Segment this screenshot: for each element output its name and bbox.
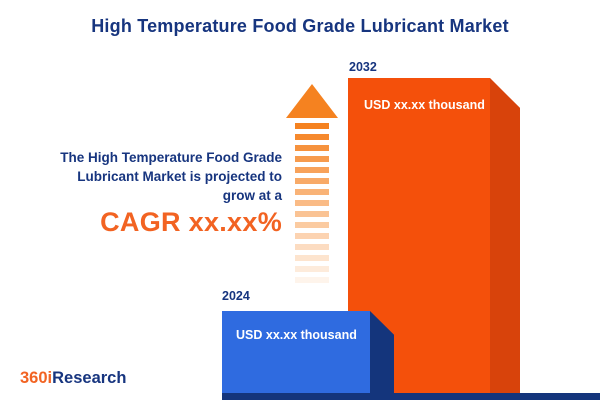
arrow-stripe xyxy=(295,255,329,261)
arrow-stripe xyxy=(295,277,329,283)
arrow-stripe xyxy=(295,244,329,250)
description-line: Lubricant Market is projected to xyxy=(77,169,282,184)
arrow-stripe xyxy=(295,211,329,217)
arrow-stripe xyxy=(295,134,329,140)
growth-arrow-shaft xyxy=(295,123,329,288)
bar-2032-value-label: USD xx.xx thousand xyxy=(364,98,485,112)
bar-2032-year-label: 2032 xyxy=(349,60,377,74)
description-line: grow at a xyxy=(222,188,282,203)
logo-prefix: 360i xyxy=(20,369,53,387)
arrow-stripe xyxy=(295,167,329,173)
logo-suffix: Research xyxy=(52,369,127,387)
company-logo: 360iResearch xyxy=(20,369,126,388)
arrow-stripe xyxy=(295,222,329,228)
arrow-stripe xyxy=(295,200,329,206)
arrow-stripe xyxy=(295,233,329,239)
baseline-strip xyxy=(222,393,600,400)
arrow-stripe xyxy=(295,178,329,184)
arrow-stripe xyxy=(295,156,329,162)
description-block: The High Temperature Food Grade Lubrican… xyxy=(10,148,282,237)
arrow-stripe xyxy=(295,189,329,195)
description-line: The High Temperature Food Grade xyxy=(60,150,282,165)
bar-2024: USD xx.xx thousand xyxy=(222,311,370,393)
arrow-stripe xyxy=(295,266,329,272)
arrow-stripe xyxy=(295,145,329,151)
bar-2032-side-face xyxy=(490,78,520,393)
arrow-stripe xyxy=(295,123,329,129)
cagr-value: CAGR xx.xx% xyxy=(100,207,282,237)
page-title: High Temperature Food Grade Lubricant Ma… xyxy=(91,16,509,36)
bar-2024-value-label: USD xx.xx thousand xyxy=(236,328,357,342)
growth-arrow-icon xyxy=(286,84,338,118)
bar-2024-year-label: 2024 xyxy=(222,289,250,303)
